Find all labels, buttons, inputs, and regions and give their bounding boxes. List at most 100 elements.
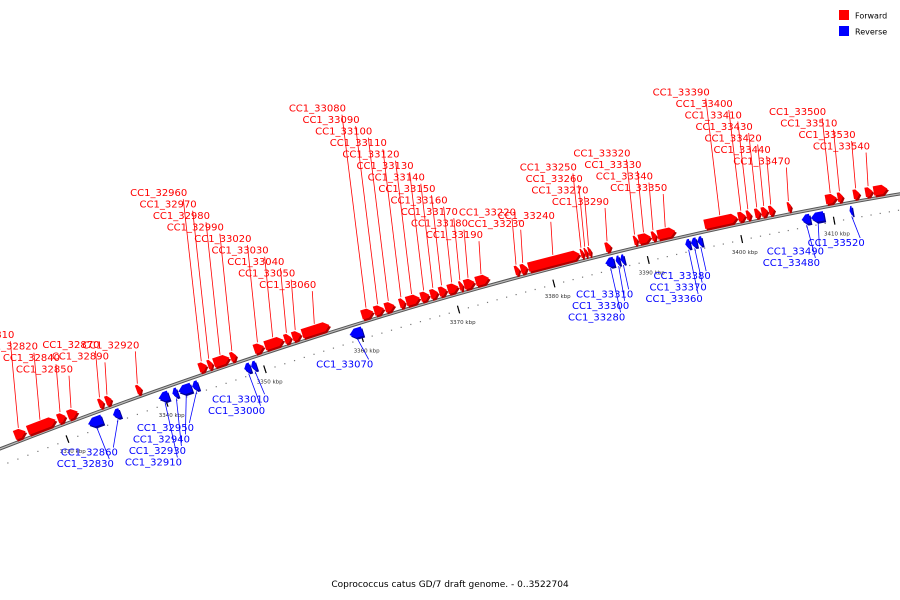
- gene-cc1-33400[interactable]: [737, 211, 748, 224]
- gene-label-cc1-33090[interactable]: CC1_33090: [302, 115, 359, 126]
- gene-cc1-33490[interactable]: [810, 211, 827, 224]
- gene-label-cc1-33510[interactable]: CC1_33510: [780, 119, 837, 130]
- gene-cc1-33350[interactable]: [656, 227, 677, 242]
- gene-label-cc1-33500[interactable]: CC1_33500: [769, 107, 826, 118]
- gene-label-cc1-33110[interactable]: CC1_33110: [330, 138, 387, 149]
- gene-label-cc1-33470[interactable]: CC1_33470: [733, 157, 790, 168]
- gene-label-cc1-33140[interactable]: CC1_33140: [368, 173, 425, 184]
- gene-label-cc1-33410[interactable]: CC1_33410: [685, 111, 742, 122]
- gene-label-cc1-33060[interactable]: CC1_33060: [259, 280, 316, 291]
- gene-cc1-32940[interactable]: [178, 382, 195, 397]
- gene-label-cc1-33030[interactable]: CC1_33030: [212, 246, 269, 257]
- gene-label-cc1-33300[interactable]: CC1_33300: [572, 301, 629, 312]
- gene-label-cc1-32840[interactable]: CC1_32840: [3, 353, 60, 364]
- gene-label-cc1-33340[interactable]: CC1_33340: [596, 172, 653, 183]
- gene-cc1-33160[interactable]: [446, 283, 460, 296]
- gene-label-cc1-32870[interactable]: CC1_32870: [42, 340, 99, 351]
- gene-cc1-32840[interactable]: [55, 413, 68, 426]
- gene-cc1-33060[interactable]: [300, 322, 331, 341]
- gene-label-cc1-32850[interactable]: CC1_32850: [16, 365, 73, 376]
- gene-cc1-32920[interactable]: [134, 384, 144, 397]
- gene-label-cc1-33130[interactable]: CC1_33130: [357, 161, 414, 172]
- gene-cc1-33140[interactable]: [428, 288, 440, 301]
- gene-cc1-32850[interactable]: [65, 409, 80, 422]
- gene-label-cc1-33080[interactable]: CC1_33080: [289, 104, 346, 115]
- gene-label-cc1-32980[interactable]: CC1_32980: [153, 211, 210, 222]
- gene-cc1-33240[interactable]: [527, 250, 582, 274]
- gene-label-cc1-33400[interactable]: CC1_33400: [676, 99, 733, 110]
- gene-cc1-33420[interactable]: [760, 207, 770, 219]
- gene-cc1-33100[interactable]: [383, 302, 397, 315]
- gene-label-cc1-32920[interactable]: CC1_32920: [82, 340, 139, 351]
- gene-label-cc1-32860[interactable]: CC1_32860: [61, 448, 118, 459]
- gene-cc1-33230[interactable]: [519, 263, 529, 276]
- gene-label-cc1-32950[interactable]: CC1_32950: [137, 423, 194, 434]
- gene-cc1-33340[interactable]: [650, 231, 658, 243]
- gene-label-cc1-33220[interactable]: CC1_33220: [459, 207, 516, 218]
- gene-label-cc1-33070[interactable]: CC1_33070: [316, 359, 373, 370]
- gene-label-cc1-33120[interactable]: CC1_33120: [342, 150, 399, 161]
- gene-cc1-33540[interactable]: [864, 187, 875, 199]
- gene-cc1-33360[interactable]: [685, 238, 693, 251]
- gene-cc1-33510[interactable]: [836, 192, 845, 204]
- gene-cc1-33390[interactable]: [703, 213, 739, 231]
- gene-label-cc1-33000[interactable]: CC1_33000: [208, 406, 265, 417]
- gene-cc1-33040[interactable]: [282, 333, 293, 346]
- gene-cc1-32990[interactable]: [228, 351, 238, 364]
- gene-cc1-33170[interactable]: [457, 281, 465, 293]
- gene-cc1-33180[interactable]: [462, 278, 477, 292]
- gene-label-cc1-33320[interactable]: CC1_33320: [573, 149, 630, 160]
- gene-label-cc1-33530[interactable]: CC1_33530: [798, 130, 855, 141]
- gene-cc1-33220[interactable]: [513, 265, 522, 278]
- gene-label-cc1-33180[interactable]: CC1_33180: [411, 219, 468, 230]
- gene-cc1-33430[interactable]: [753, 208, 763, 221]
- gene-label-cc1-33380[interactable]: CC1_33380: [654, 271, 711, 282]
- gene-cc1-33260[interactable]: [583, 247, 589, 260]
- gene-label-cc1-33310[interactable]: CC1_33310: [576, 289, 633, 300]
- gene-cc1-33520[interactable]: [849, 205, 855, 218]
- gene-label-cc1-33280[interactable]: CC1_33280: [568, 312, 625, 323]
- gene-label-cc1-33170[interactable]: CC1_33170: [401, 207, 458, 218]
- gene-cc1-32910[interactable]: [158, 390, 172, 403]
- gene-cc1-33410[interactable]: [745, 210, 753, 222]
- gene-label-cc1-32960[interactable]: CC1_32960: [130, 188, 187, 199]
- gene-label-cc1-33260[interactable]: CC1_33260: [526, 174, 583, 185]
- gene-label-cc1-33100[interactable]: CC1_33100: [315, 127, 372, 138]
- gene-cc1-33010[interactable]: [251, 360, 260, 373]
- gene-label-cc1-33230[interactable]: CC1_33230: [468, 219, 525, 230]
- gene-cc1-32810[interactable]: [12, 428, 28, 442]
- gene-cc1-33500[interactable]: [824, 193, 839, 207]
- gene-cc1-32820[interactable]: [25, 417, 58, 437]
- gene-label-cc1-33150[interactable]: CC1_33150: [378, 184, 435, 195]
- gene-cc1-33130[interactable]: [419, 291, 431, 304]
- gene-cc1-33330[interactable]: [637, 233, 653, 246]
- gene-cc1-33110[interactable]: [397, 298, 407, 310]
- gene-label-cc1-33290[interactable]: CC1_33290: [552, 197, 609, 208]
- gene-cc1-32980[interactable]: [212, 354, 232, 370]
- gene-label-cc1-33250[interactable]: CC1_33250: [520, 163, 577, 174]
- gene-label-cc1-33240[interactable]: CC1_33240: [498, 211, 555, 222]
- gene-cc1-32870[interactable]: [96, 398, 106, 411]
- gene-cc1-32970[interactable]: [206, 359, 215, 372]
- gene-label-cc1-33490[interactable]: CC1_33490: [767, 246, 824, 257]
- gene-cc1-33120[interactable]: [404, 294, 422, 308]
- gene-cc1-32950[interactable]: [192, 380, 202, 392]
- gene-label-cc1-33190[interactable]: CC1_33190: [426, 230, 483, 241]
- gene-label-cc1-33160[interactable]: CC1_33160: [390, 196, 447, 207]
- gene-label-cc1-32820[interactable]: CC1_32820: [0, 342, 38, 353]
- gene-label-cc1-32990[interactable]: CC1_32990: [167, 223, 224, 234]
- gene-cc1-33090[interactable]: [372, 305, 386, 318]
- gene-cc1-33070[interactable]: [349, 326, 366, 340]
- gene-cc1-33480[interactable]: [801, 213, 813, 226]
- gene-label-cc1-33350[interactable]: CC1_33350: [610, 183, 667, 194]
- gene-cc1-33370[interactable]: [690, 237, 700, 250]
- gene-cc1-33150[interactable]: [437, 286, 449, 299]
- gene-cc1-32830[interactable]: [88, 414, 106, 429]
- gene-label-cc1-32810[interactable]: CC1_32810: [0, 330, 14, 341]
- gene-label-cc1-33330[interactable]: CC1_33330: [584, 160, 641, 171]
- gene-cc1-33050[interactable]: [290, 331, 303, 344]
- gene-cc1-33380[interactable]: [697, 236, 705, 248]
- gene-label-cc1-33010[interactable]: CC1_33010: [212, 394, 269, 405]
- gene-cc1-33310[interactable]: [620, 254, 627, 266]
- gene-cc1-33280[interactable]: [605, 256, 617, 269]
